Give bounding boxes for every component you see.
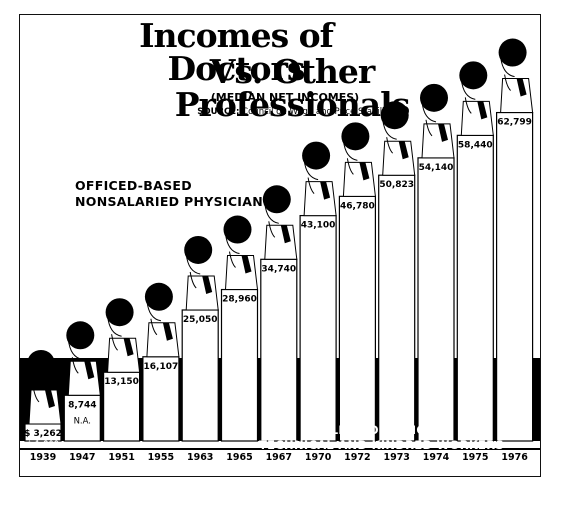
doctor-figure xyxy=(184,235,219,311)
physician-bar xyxy=(220,288,259,442)
chart-canvas: $ 3,262$ 1,809 8,744 N.A. 13,150 4,071 16,107… xyxy=(20,38,540,463)
doctor-figure xyxy=(105,298,141,373)
physician-value-label: 62,799 xyxy=(497,118,532,128)
year-tick-label: 1972 xyxy=(344,452,370,463)
physician-bar xyxy=(102,371,141,442)
worker-value-label: 5,055 xyxy=(149,396,173,406)
physician-bar-group: 46,780 12,097 xyxy=(338,122,376,442)
physician-bars: $ 3,262$ 1,809 8,744 N.A. 13,150 4,071 16,107… xyxy=(24,38,534,450)
physician-value-label: 25,050 xyxy=(183,315,218,325)
physician-value-label: 16,107 xyxy=(144,362,179,372)
doctor-figure xyxy=(420,83,455,159)
worker-value-label: 4,071 xyxy=(109,396,133,406)
physician-bar-group: 25,050 7,182 xyxy=(181,235,219,442)
physician-value-label: 43,100 xyxy=(301,221,336,231)
physician-value-label: 13,150 xyxy=(104,377,139,387)
physician-bar xyxy=(417,157,455,442)
physician-bar-group: 43,100 10,722 xyxy=(299,141,337,442)
doctor-figure xyxy=(459,61,494,136)
year-tick-label: 1965 xyxy=(226,452,252,463)
physician-bar xyxy=(181,309,219,442)
chart-source: SOURCE: Council on Wage and Price Stabil… xyxy=(180,107,410,117)
physician-bar xyxy=(63,394,101,442)
physician-bar-group: 28,960 7,798 xyxy=(220,215,259,442)
year-tick-label: 1963 xyxy=(187,452,213,463)
year-tick-label: 1974 xyxy=(423,452,450,463)
worker-value-label: 14,311 xyxy=(460,388,490,398)
workers-label-line2: TECHNICAL AND KINDRED WORKERS xyxy=(259,438,504,452)
physicians-label-line1: OFFICED-BASED xyxy=(75,178,192,193)
doctor-figure xyxy=(262,185,298,260)
doctor-figure xyxy=(223,215,259,291)
physician-bar-group: 34,740 8,882 xyxy=(260,185,298,442)
year-tick-label: 1970 xyxy=(305,452,332,463)
physician-bar-group: 13,150 4,071 xyxy=(102,298,141,442)
worker-value-label: 12,977 xyxy=(382,388,412,398)
physician-value-label: $ 3,262 xyxy=(24,429,62,439)
year-tick-label: 1967 xyxy=(266,452,292,463)
worker-value-label: 7,182 xyxy=(188,396,212,406)
physician-bar xyxy=(260,258,298,442)
year-tick-label: 1973 xyxy=(383,452,409,463)
physician-bar-group: 58,440 14,311 xyxy=(456,61,494,442)
year-tick-label: 1955 xyxy=(148,452,174,463)
physician-value-label: 34,740 xyxy=(261,264,296,274)
chart-frame: $ 3,262 $ 1,809 8,744 N.A. 13,150 4,071 16,107… xyxy=(19,14,541,477)
worker-value-label: 15,272 xyxy=(500,388,530,398)
year-axis: 1939 1947 1951 1955 1963 1965 1967 1970 1972 1973… xyxy=(20,448,540,463)
year-tick-label: 1951 xyxy=(108,452,134,463)
doctor-figure xyxy=(144,282,180,358)
doctor-figure xyxy=(498,38,534,114)
physician-value-label: 46,780 xyxy=(340,201,375,211)
worker-value-label: $ 1,809 xyxy=(27,440,59,450)
series-label-physicians: OFFICED-BASED NONSALARIED PHYSICIANS xyxy=(75,178,272,210)
physician-bar-group: 50,823 12,977 xyxy=(378,101,416,442)
physician-bar-group: 8,744 N.A. xyxy=(63,321,101,442)
chart-title-line2: Vs. Other Professionals xyxy=(174,52,411,124)
chart-subtitle: (MEDIAN NET INCOMES) xyxy=(210,91,360,104)
year-tick-label: 1976 xyxy=(501,452,528,463)
physician-bar-group: 54,140 13,391 xyxy=(417,83,455,442)
source-text: Council on Wage and Price Stability xyxy=(242,107,393,117)
worker-value-label: 8,882 xyxy=(267,396,291,406)
physician-value-label: 50,823 xyxy=(379,180,414,190)
physician-bar-group: $ 3,262$ 1,809 xyxy=(24,349,62,450)
doctor-figure xyxy=(380,101,416,176)
year-tick-label: 1975 xyxy=(462,452,488,463)
source-prefix: SOURCE: xyxy=(197,107,240,117)
doctor-figure xyxy=(66,321,101,396)
physicians-label-line2: NONSALARIED PHYSICIANS xyxy=(75,194,273,209)
worker-value-label: N.A. xyxy=(74,416,91,426)
year-tick-label: 1947 xyxy=(69,452,95,463)
chart-title-line1: Incomes of Doctors xyxy=(139,16,334,88)
physician-bar xyxy=(338,195,376,442)
physician-bar-group: 62,799 15,272 xyxy=(496,38,534,442)
workers-label-line1: MALE PROFESSIONAL xyxy=(309,423,454,437)
physician-bar xyxy=(378,174,416,442)
physician-value-label: 54,140 xyxy=(419,163,454,173)
doctor-figure xyxy=(27,349,62,425)
physician-bar-group: 16,107 5,055 xyxy=(142,282,180,442)
year-tick-label: 1939 xyxy=(30,452,56,463)
physician-value-label: 28,960 xyxy=(222,295,257,305)
doctor-figure xyxy=(341,122,376,197)
physician-value-label: 58,440 xyxy=(458,140,493,150)
physician-bar xyxy=(299,214,337,442)
worker-value-label: 10,722 xyxy=(303,388,333,398)
worker-value-label: 7,798 xyxy=(227,396,251,406)
worker-value-label: 12,097 xyxy=(343,388,373,398)
doctor-figure xyxy=(302,141,337,217)
worker-value-label: 13,391 xyxy=(421,388,451,398)
series-label-workers: MALE PROFESSIONAL TECHNICAL AND KINDRED … xyxy=(259,423,504,453)
physician-value-label: 8,744 xyxy=(68,400,96,410)
